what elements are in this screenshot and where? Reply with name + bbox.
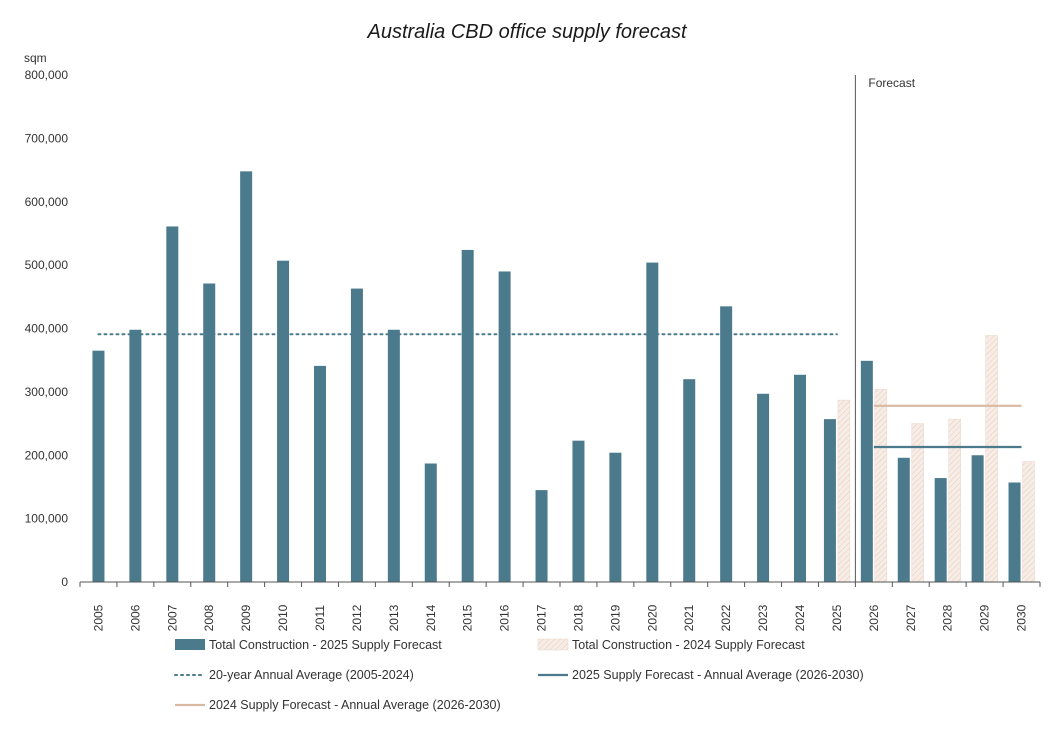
x-tick-label: 2009 [239,604,253,631]
legend-label: 2024 Supply Forecast - Annual Average (2… [209,698,501,712]
y-tick-label: 400,000 [25,322,69,336]
x-tick-label: 2021 [682,604,696,631]
bar-2025-forecast [572,440,585,582]
x-tick-label: 2005 [91,604,105,631]
x-tick-label: 2027 [904,604,918,631]
bar-2025-forecast [387,329,400,582]
y-tick-label: 500,000 [25,258,69,272]
bar-2025-forecast [350,288,363,582]
bar-2025-forecast [166,226,179,582]
bar-2025-forecast [683,379,696,582]
x-tick-label: 2014 [424,604,438,631]
x-tick-label: 2011 [313,605,327,631]
reference-lines [97,333,1022,449]
bars-2024-forecast [837,335,1035,583]
bar-2025-forecast [535,490,548,582]
x-tick-label: 2020 [645,604,659,631]
bar-2024-forecast [985,335,998,583]
bars-2025-forecast [92,171,1021,583]
bar-2024-forecast [837,399,851,583]
x-tick-label: 2023 [756,604,770,631]
y-tick-label: 100,000 [25,512,69,526]
legend-swatch-2025-forecast [175,639,205,650]
bar-2025-forecast [934,478,947,582]
bar-2025-forecast [203,283,216,582]
y-tick-label: 800,000 [25,68,69,82]
x-tick-label: 2024 [793,604,807,631]
chart-title: Australia CBD office supply forecast [366,21,687,43]
bar-2025-forecast [461,249,474,583]
y-axis-unit-label: sqm [24,51,47,65]
x-tick-label: 2028 [941,604,955,631]
legend-label: Total Construction - 2024 Supply Forecas… [572,638,805,652]
x-tick-label: 2026 [867,604,881,631]
bar-2025-forecast [129,329,142,582]
x-tick-label: 2018 [571,604,585,631]
bar-2024-forecast [1022,461,1035,583]
x-tick-label: 2013 [387,604,401,631]
x-tick-label: 2007 [165,604,179,631]
bar-2025-forecast [860,360,873,582]
y-tick-label: 200,000 [25,448,69,462]
bar-2025-forecast [757,393,770,582]
legend-label: Total Construction - 2025 Supply Forecas… [209,638,442,652]
bar-2024-forecast [874,389,888,583]
x-tick-label: 2010 [276,604,290,631]
y-tick-label: 0 [61,575,68,589]
x-tick-label: 2016 [498,604,512,631]
bar-2025-forecast [897,457,910,582]
bar-2025-forecast [424,463,437,582]
bar-2025-forecast [646,262,659,582]
x-tick-label: 2022 [719,604,733,631]
bar-2025-forecast [498,271,511,582]
bar-2025-forecast [92,350,105,582]
bar-2025-forecast [720,306,733,582]
x-tick-label: 2019 [608,604,622,631]
bar-2025-forecast [823,419,836,582]
legend: Total Construction - 2025 Supply Forecas… [174,638,864,712]
legend-label: 2025 Supply Forecast - Annual Average (2… [572,668,864,682]
x-tick-label: 2030 [1015,604,1029,631]
bar-2025-forecast [1008,482,1021,582]
forecast-label: Forecast [868,76,915,90]
x-tick-label: 2006 [128,604,142,631]
bar-2025-forecast [971,455,984,582]
legend-swatch-2024-forecast [537,638,569,651]
bar-2025-forecast [314,365,326,582]
bar-2024-forecast [948,418,961,583]
y-axis-ticks: 0 100,000 200,000 300,000 400,000 500,000 600,… [25,68,69,589]
legend-label: 20-year Annual Average (2005-2024) [209,668,414,682]
bar-2025-forecast [240,171,253,582]
x-tick-label: 2025 [830,604,844,631]
y-tick-label: 600,000 [25,195,69,209]
x-tick-label: 2017 [535,604,549,631]
bar-2025-forecast [277,260,290,582]
x-tick-label: 2008 [202,604,216,631]
y-tick-label: 700,000 [25,131,69,145]
bar-2025-forecast [794,374,806,582]
x-tick-label: 2015 [461,604,475,631]
bar-2025-forecast [609,452,622,582]
x-axis-ticks: 2005 2006 2007 2008 2009 2010 2011 2012 2013 2014… [79,582,1041,631]
x-tick-label: 2012 [350,604,364,631]
y-tick-label: 300,000 [25,385,69,399]
x-tick-label: 2029 [978,604,992,631]
